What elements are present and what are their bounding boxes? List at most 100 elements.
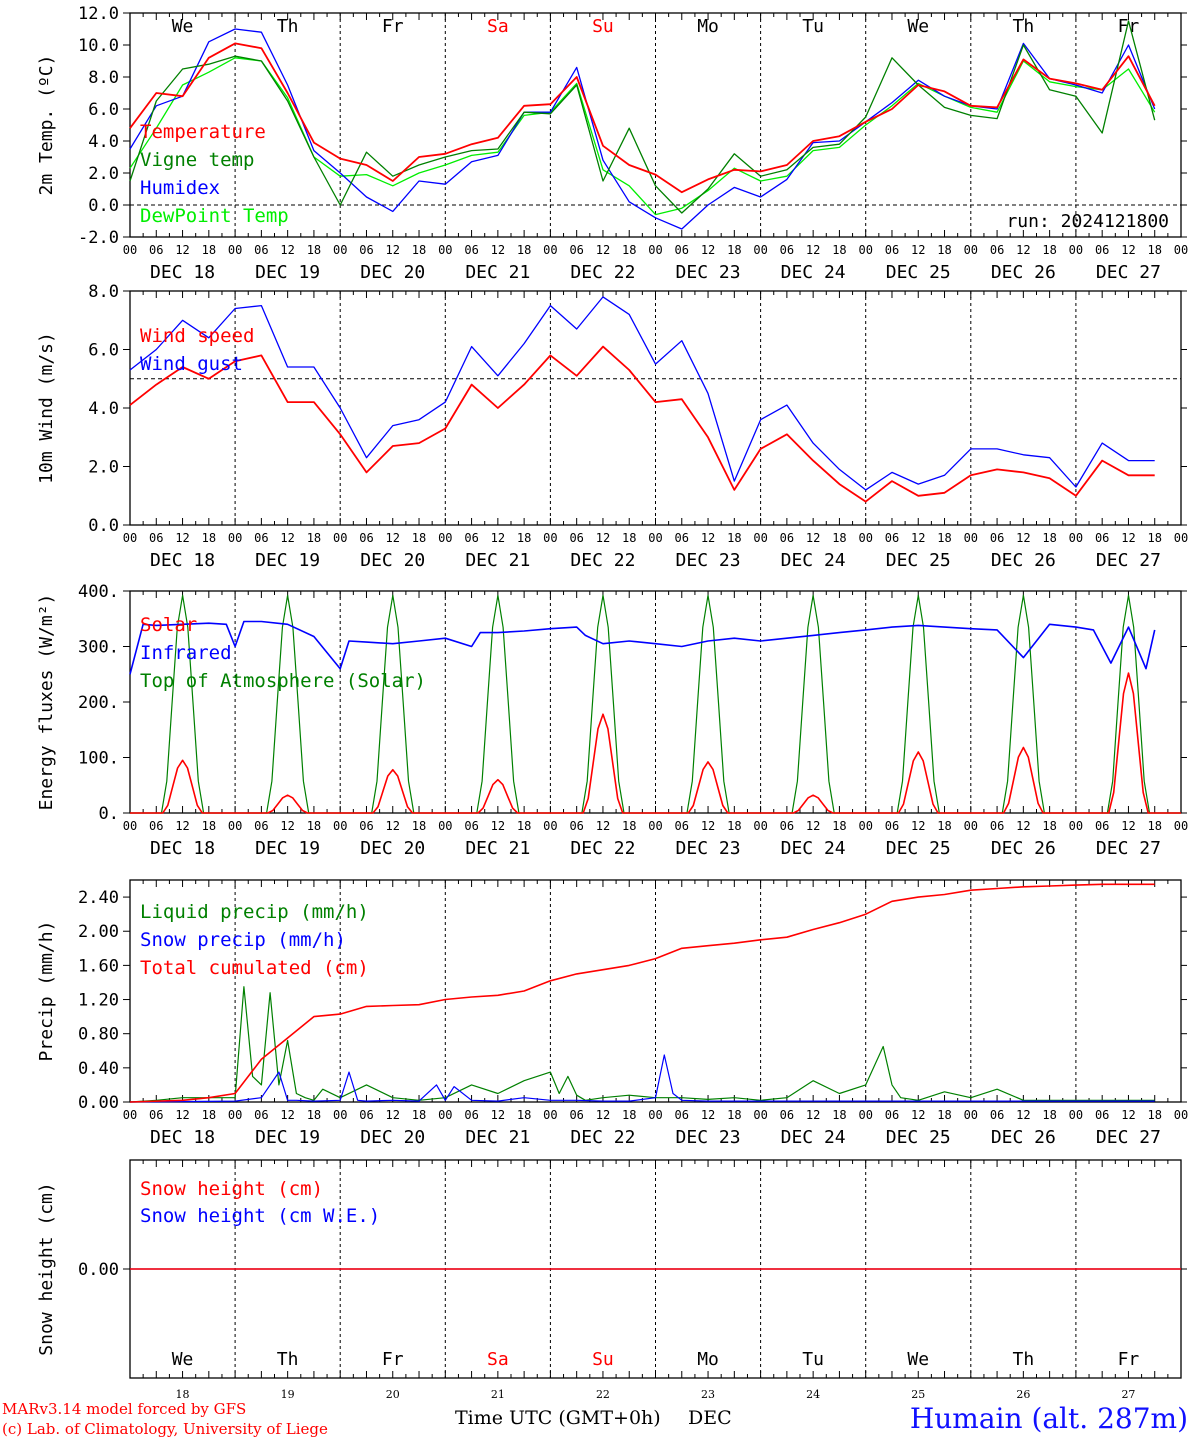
hour-tick-label: 06: [359, 531, 373, 545]
hour-tick-label: 18: [622, 1108, 636, 1122]
hour-tick-label: 18: [1147, 1108, 1161, 1122]
hour-tick-label: 00: [858, 1108, 872, 1122]
hour-tick-label: 00: [1069, 1108, 1083, 1122]
hour-tick-label: 12: [911, 531, 925, 545]
date-label: DEC 21: [465, 550, 530, 571]
hour-tick-label: 12: [386, 819, 400, 833]
hour-tick-label: 12: [1016, 531, 1030, 545]
hour-tick-label: 12: [175, 531, 189, 545]
day-name-label: Fr: [1118, 1349, 1140, 1370]
series-line-liquid-precip-mm-h-: [129, 986, 1155, 1103]
hour-tick-label: 18: [622, 819, 636, 833]
date-label: DEC 27: [1096, 550, 1161, 571]
date-label: DEC 25: [886, 550, 951, 571]
date-label: DEC 23: [676, 838, 741, 859]
hour-tick-label: 06: [675, 243, 689, 257]
hour-tick-label: 00: [438, 243, 452, 257]
hour-tick-label: 00: [333, 819, 347, 833]
hour-tick-label: 06: [254, 531, 268, 545]
hour-tick-label: 18: [937, 1108, 951, 1122]
y-tick-label: 0.0: [88, 196, 119, 216]
hour-tick-label: 12: [701, 531, 715, 545]
series-line-snow-precip-mm-h-: [129, 1054, 1155, 1103]
date-label: DEC 27: [1096, 1127, 1161, 1148]
hour-tick-label: 12: [806, 243, 820, 257]
hour-tick-label: 06: [1095, 819, 1109, 833]
day-name-label: Sa: [487, 1349, 509, 1370]
day-name-label: Th: [1013, 16, 1035, 37]
hour-tick-label: 18: [1042, 1108, 1056, 1122]
hour-tick-label: 12: [911, 819, 925, 833]
date-label: DEC 19: [255, 1127, 320, 1148]
series-line-infrared: [129, 620, 1156, 675]
y-tick-label: -2.0: [78, 228, 119, 248]
date-label: DEC 27: [1096, 838, 1161, 859]
y-axis-label: Snow height (cm): [36, 1182, 57, 1355]
hour-tick-label: 18: [202, 1108, 216, 1122]
legend-entry: Total cumulated (cm): [140, 957, 369, 979]
hour-tick-label: 12: [280, 1108, 294, 1122]
hour-tick-label: 06: [464, 1108, 478, 1122]
date-label: DEC 22: [570, 838, 635, 859]
hour-tick-label: 00: [964, 1108, 978, 1122]
date-label: DEC 23: [676, 1127, 741, 1148]
y-tick-label: 0.0: [88, 516, 119, 536]
hour-tick-label: 06: [254, 819, 268, 833]
hour-tick-label: 00: [543, 819, 557, 833]
hour-tick-label: 12: [1121, 1108, 1135, 1122]
hour-tick-label: 18: [937, 819, 951, 833]
day-name-label: We: [907, 1349, 929, 1370]
hour-tick-label: 00: [123, 243, 137, 257]
hour-tick-label: 00: [333, 531, 347, 545]
day-name-label: Mo: [697, 1349, 719, 1370]
hour-tick-label: 18: [412, 531, 426, 545]
hour-tick-label: 18: [727, 531, 741, 545]
legend-entry: DewPoint Temp: [140, 205, 289, 227]
legend-entry: Vigne temp: [140, 149, 254, 171]
hour-tick-label: 00: [543, 531, 557, 545]
day-name-label: Th: [1013, 1349, 1035, 1370]
hour-tick-label: 12: [175, 243, 189, 257]
hour-tick-label: 06: [990, 1108, 1004, 1122]
panel-4: 0.00 0.40 0.80 1.20 1.60 2.00 2.40 Precip (mm/h…: [36, 879, 1188, 1148]
y-tick-label: 300.: [78, 638, 119, 658]
day-name-label: Fr: [1118, 16, 1140, 37]
legend-entry: Wind gust: [140, 353, 243, 375]
date-label: DEC 24: [781, 1127, 846, 1148]
date-label: DEC 22: [570, 262, 635, 283]
date-label: DEC 20: [360, 1127, 425, 1148]
hour-tick-label: 00: [228, 243, 242, 257]
hour-tick-label: 00: [964, 819, 978, 833]
y-axis-label: 10m Wind (m/s): [36, 332, 57, 484]
hour-tick-label: 06: [254, 1108, 268, 1122]
day-number-label: 20: [386, 1388, 400, 1401]
legend-entry: Wind speed: [140, 325, 254, 347]
y-tick-label: 2.00: [78, 922, 119, 942]
day-number-label: 24: [806, 1388, 820, 1401]
series-line-solar: [130, 672, 1181, 814]
hour-tick-label: 12: [386, 243, 400, 257]
y-tick-label: 4.0: [88, 132, 119, 152]
hour-tick-label: 12: [806, 819, 820, 833]
hour-tick-label: 12: [386, 531, 400, 545]
hour-tick-label: 12: [280, 531, 294, 545]
day-number-label: 26: [1016, 1388, 1030, 1401]
date-label: DEC 18: [150, 262, 215, 283]
y-axis-label: Energy fluxes (W/m²): [36, 594, 57, 811]
series-line-humidex: [129, 28, 1156, 230]
hour-tick-label: 00: [753, 243, 767, 257]
hour-tick-label: 12: [1121, 531, 1135, 545]
y-tick-label: 2.0: [88, 458, 119, 478]
hour-tick-label: 06: [885, 531, 899, 545]
hour-tick-label: 00: [228, 819, 242, 833]
hour-tick-label: 18: [832, 819, 846, 833]
hour-tick-label: 00: [123, 1108, 137, 1122]
hour-tick-label: 00: [648, 1108, 662, 1122]
legend-entry: Humidex: [140, 177, 220, 199]
hour-tick-label: 12: [596, 531, 610, 545]
hour-tick-label: 06: [254, 243, 268, 257]
hour-tick-label: 18: [307, 819, 321, 833]
date-label: DEC 26: [991, 550, 1056, 571]
hour-tick-label: 00: [1069, 243, 1083, 257]
day-number-label: 22: [596, 1388, 610, 1401]
